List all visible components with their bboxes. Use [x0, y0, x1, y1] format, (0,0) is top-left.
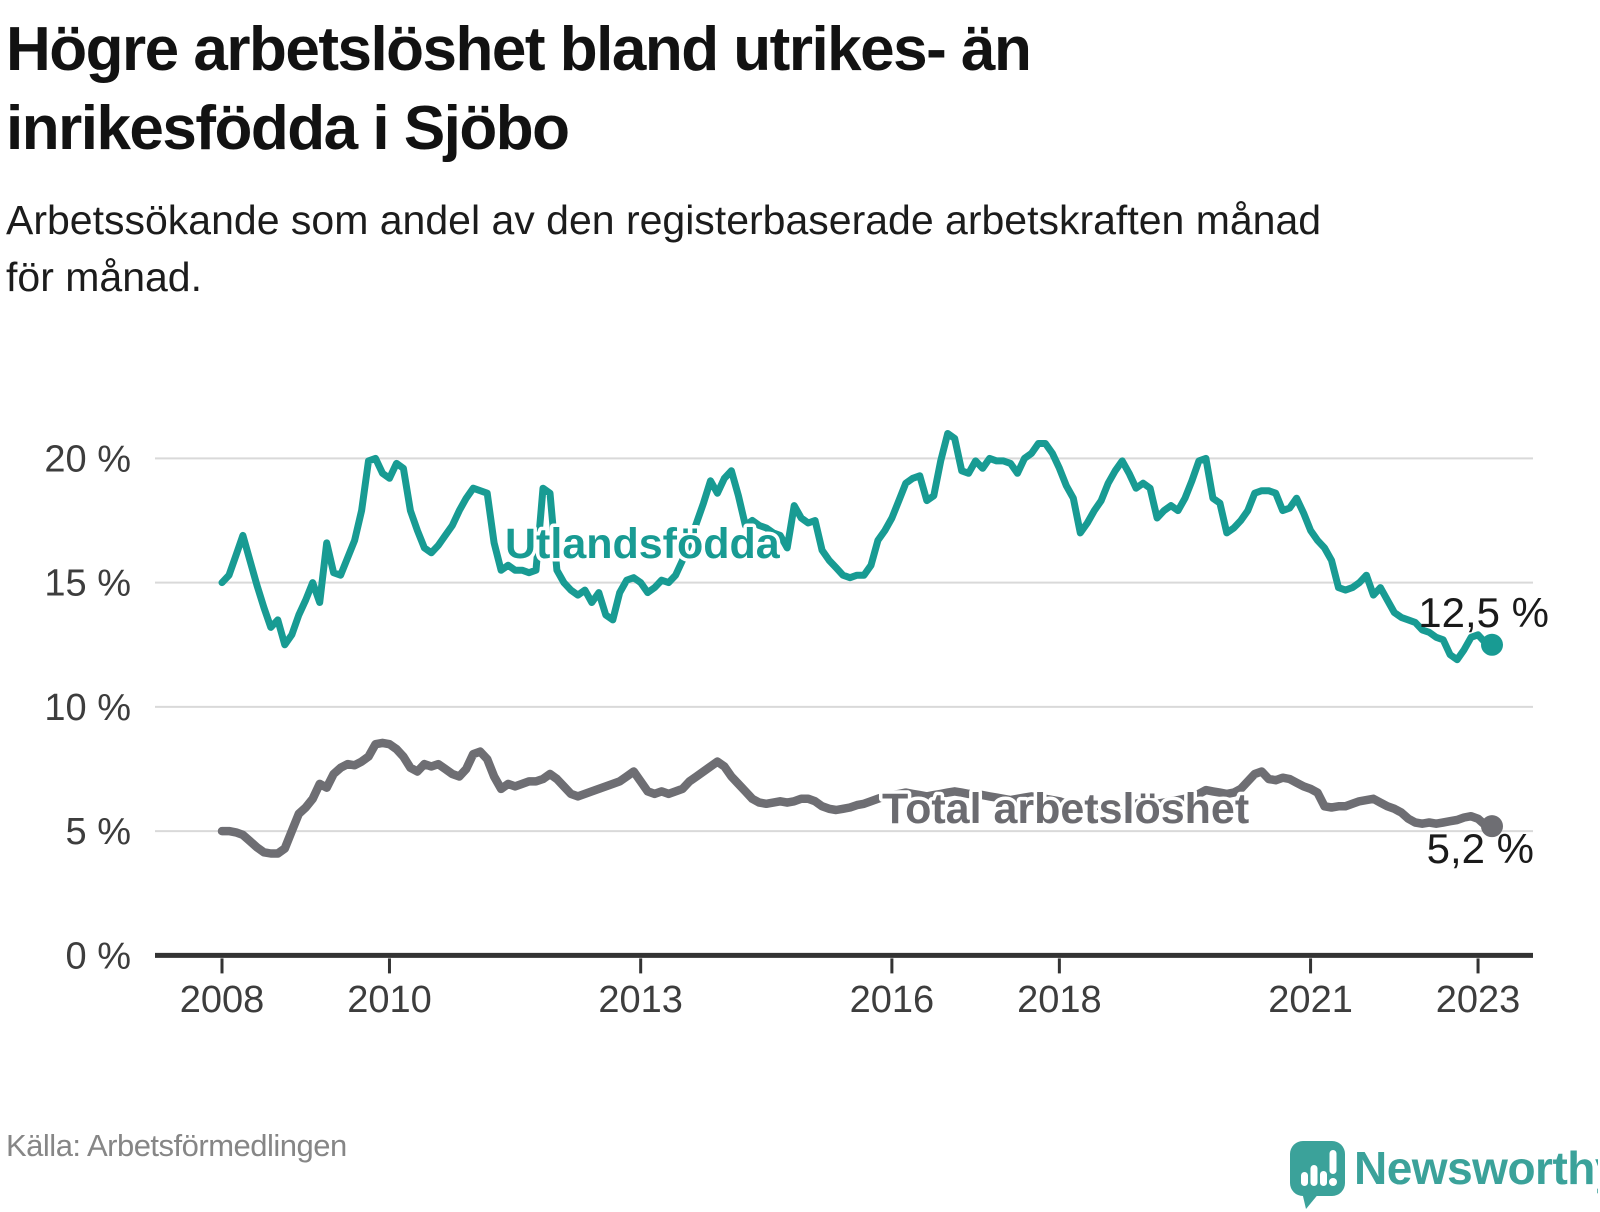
axis-labels: 2008 2010 2013 2016 2018 2021 2023 0 % 5 % 10 % 15…: [44, 438, 1520, 1021]
series-total-label: Total arbetslöshet: [882, 785, 1249, 833]
unemployment-chart: 2008 2010 2013 2016 2018 2021 2023 0 % 5 % 10 % 15…: [44, 430, 1549, 1021]
chart-title: Högre arbetslöshet bland utrikes- än inri…: [6, 10, 1566, 168]
series-utlandsfodda-line: [218, 430, 1496, 664]
y-axis-label: 20 %: [44, 438, 131, 480]
series-utlandsfodda-value-label: 12,5 %: [1418, 589, 1549, 636]
gridlines: [155, 457, 1533, 833]
x-axis-label: 2013: [598, 979, 683, 1021]
chart-subtitle-line1: Arbetssökande som andel av den registerb…: [6, 197, 1322, 243]
chart-subtitle: Arbetssökande som andel av den registerb…: [6, 192, 1566, 306]
x-axis-label: 2021: [1268, 979, 1353, 1021]
logo-bubble-tail: [1302, 1192, 1320, 1209]
y-axis-label: 0 %: [66, 935, 131, 977]
series-utlandsfodda-endpoint-dot: [1481, 633, 1503, 656]
x-axis-label: 2008: [180, 979, 265, 1021]
chart-subtitle-line2: för månad.: [6, 254, 202, 300]
series-total-endpoint-dot: [1481, 815, 1503, 838]
y-axis-label: 15 %: [44, 563, 131, 605]
x-axis-label: 2010: [347, 979, 432, 1021]
x-axis-label: 2023: [1436, 979, 1521, 1021]
x-axis-label: 2016: [850, 979, 935, 1021]
y-axis-label: 10 %: [44, 687, 131, 729]
x-axis-label: 2018: [1017, 979, 1102, 1021]
newsworthy-logo-mark: [1290, 1141, 1345, 1209]
chart-bars-icon: [1301, 1150, 1337, 1186]
series-total-value-label: 5,2 %: [1427, 825, 1534, 872]
series-utlandsfodda-label: Utlandsfödda: [505, 520, 781, 568]
series-lines: [217, 430, 1503, 858]
chart-title-line2: inrikesfödda i Sjöbo: [6, 94, 570, 163]
series-total-line: [217, 738, 1497, 858]
source-note: Källa: Arbetsförmedlingen: [6, 1128, 347, 1163]
x-axis: [155, 952, 1533, 974]
newsworthy-logo-text: Newsworthy: [1354, 1142, 1598, 1194]
chart-title-line1: Högre arbetslöshet bland utrikes- än: [6, 15, 1032, 84]
newsworthy-logo: Newsworthy: [1290, 1141, 1598, 1209]
y-axis-label: 5 %: [66, 811, 131, 853]
